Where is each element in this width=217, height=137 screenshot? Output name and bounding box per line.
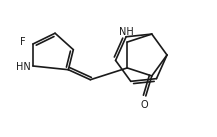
Text: HN: HN bbox=[16, 62, 30, 72]
Text: NH: NH bbox=[119, 27, 134, 37]
Text: O: O bbox=[141, 100, 149, 110]
Text: F: F bbox=[20, 37, 26, 47]
